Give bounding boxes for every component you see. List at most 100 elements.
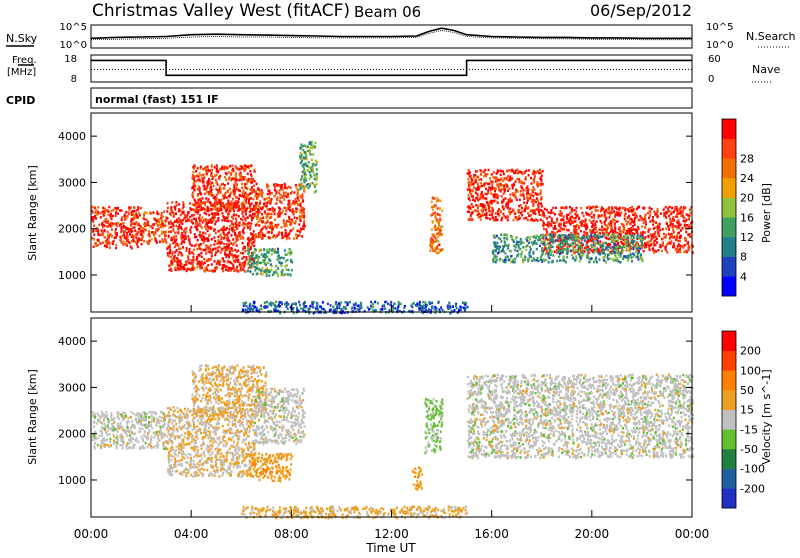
cell bbox=[199, 172, 201, 175]
cell bbox=[220, 251, 222, 254]
cell bbox=[251, 305, 253, 308]
cell bbox=[573, 237, 575, 240]
cell bbox=[259, 202, 261, 205]
cell bbox=[548, 255, 550, 258]
cell bbox=[500, 178, 502, 181]
cell bbox=[242, 167, 244, 170]
cell bbox=[468, 194, 470, 197]
cell bbox=[572, 242, 574, 245]
cell bbox=[187, 214, 189, 217]
cell bbox=[295, 233, 297, 236]
cell bbox=[261, 213, 263, 216]
cell bbox=[536, 235, 538, 238]
cell bbox=[662, 244, 664, 247]
cell bbox=[485, 175, 487, 178]
cell bbox=[668, 227, 670, 230]
cell bbox=[202, 197, 204, 200]
cell bbox=[285, 232, 287, 235]
cell bbox=[684, 225, 686, 228]
cell bbox=[537, 260, 539, 263]
cell bbox=[549, 234, 551, 237]
cell bbox=[193, 183, 195, 186]
cell bbox=[92, 218, 94, 221]
cell bbox=[271, 232, 273, 235]
cell bbox=[303, 144, 305, 147]
cell bbox=[237, 210, 239, 213]
cell bbox=[171, 209, 173, 212]
cell bbox=[508, 188, 510, 191]
cell bbox=[172, 222, 174, 225]
cell bbox=[662, 228, 664, 231]
cell bbox=[298, 301, 300, 304]
cell bbox=[204, 193, 206, 196]
cell bbox=[541, 205, 543, 208]
cell bbox=[668, 215, 670, 218]
cell bbox=[600, 229, 602, 232]
cell bbox=[472, 183, 474, 186]
cell bbox=[540, 172, 542, 175]
cell bbox=[314, 146, 316, 149]
cell bbox=[202, 180, 204, 183]
cell bbox=[267, 219, 269, 222]
cell bbox=[487, 217, 489, 220]
cell bbox=[296, 307, 298, 310]
cell bbox=[601, 226, 603, 229]
cell bbox=[109, 214, 111, 217]
cell bbox=[227, 269, 229, 272]
cell bbox=[282, 269, 284, 272]
cell bbox=[653, 251, 655, 254]
cell bbox=[614, 225, 616, 228]
cell bbox=[625, 255, 627, 257]
cell bbox=[540, 203, 542, 206]
cell bbox=[468, 169, 470, 172]
cell bbox=[240, 264, 242, 267]
cell bbox=[238, 270, 240, 273]
cell bbox=[220, 188, 222, 191]
cell bbox=[220, 234, 222, 237]
station-title: Christmas Valley West (fitACF) bbox=[92, 1, 350, 21]
cell bbox=[303, 212, 305, 215]
cell bbox=[655, 221, 657, 224]
cell bbox=[551, 220, 553, 223]
cell bbox=[616, 237, 618, 240]
cell bbox=[312, 165, 314, 168]
cell bbox=[482, 195, 484, 198]
cell bbox=[286, 235, 288, 238]
cell bbox=[143, 240, 145, 243]
cell bbox=[104, 236, 106, 239]
cell bbox=[266, 301, 268, 304]
cell bbox=[302, 228, 304, 231]
cell bbox=[660, 246, 662, 249]
cell bbox=[683, 220, 685, 223]
cell bbox=[650, 240, 652, 243]
cell bbox=[521, 207, 523, 210]
cell bbox=[221, 236, 223, 239]
cell bbox=[343, 307, 345, 310]
cell bbox=[305, 305, 307, 308]
cell bbox=[159, 241, 161, 244]
cell bbox=[244, 199, 246, 202]
cell bbox=[246, 258, 248, 261]
cell bbox=[259, 190, 261, 193]
cell bbox=[135, 233, 137, 236]
cell bbox=[274, 251, 276, 254]
cell bbox=[197, 167, 199, 170]
cell bbox=[157, 224, 159, 227]
cell bbox=[574, 233, 576, 236]
cell bbox=[586, 227, 588, 230]
cell bbox=[316, 168, 318, 171]
cell bbox=[95, 242, 97, 245]
cell bbox=[368, 308, 370, 311]
cell bbox=[310, 176, 312, 179]
cell bbox=[183, 205, 185, 208]
cell bbox=[469, 217, 471, 220]
cell bbox=[476, 193, 478, 196]
cell bbox=[417, 305, 419, 308]
cell bbox=[237, 259, 239, 262]
cell bbox=[557, 239, 559, 242]
cell bbox=[477, 199, 479, 202]
cell bbox=[274, 304, 276, 307]
cell bbox=[247, 263, 249, 266]
cell bbox=[537, 184, 539, 187]
cell bbox=[138, 212, 140, 215]
